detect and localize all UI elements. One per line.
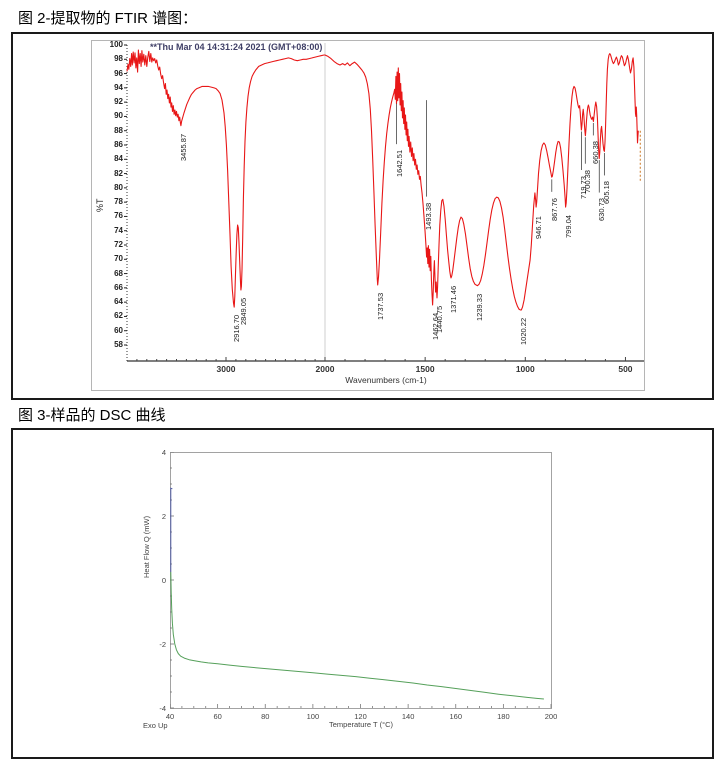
ftir-y-tick-label: 84 xyxy=(114,154,123,164)
ftir-y-tick-label: 64 xyxy=(114,297,123,307)
dsc-plot-area xyxy=(170,452,552,709)
ftir-y-tick-label: 72 xyxy=(114,240,123,249)
ftir-y-tick-label: 62 xyxy=(114,311,123,321)
dsc-y-axis-title: Heat Flow Q (mW) xyxy=(142,515,151,578)
ftir-y-tick-label: 86 xyxy=(114,140,123,149)
figure2-caption: 图 2-提取物的 FTIR 谱图： xyxy=(18,10,198,27)
ftir-peak-label: 1493.38 xyxy=(424,202,434,230)
dsc-x-tick-label: 160 xyxy=(449,712,462,721)
ftir-peak-label: 700.38 xyxy=(583,169,593,193)
ftir-timestamp-annotation: **Thu Mar 04 14:31:24 2021 (GMT+08:00) xyxy=(150,42,323,52)
ftir-y-tick-label: 94 xyxy=(114,82,123,92)
dsc-x-tick-label: 40 xyxy=(165,712,175,721)
ftir-y-tick-label: 68 xyxy=(114,268,123,278)
ftir-x-tick-label: 500 xyxy=(618,364,633,374)
ftir-y-tick-label: 60 xyxy=(114,325,123,335)
ftir-y-tick-label: 76 xyxy=(114,211,123,221)
dsc-y-tick-label: 0 xyxy=(161,575,166,585)
ftir-peak-label: 2849.05 xyxy=(238,297,248,326)
ftir-peak-label: 1371.46 xyxy=(448,285,458,313)
dsc-y-tick-label: 4 xyxy=(161,447,166,457)
dsc-x-tick-label: 80 xyxy=(261,712,270,721)
ftir-panel-border xyxy=(91,40,645,391)
dsc-chart: Heat Flow Q (mW) Temperature T (°C) Exo … xyxy=(0,420,724,759)
ftir-peak-label: 946.71 xyxy=(533,215,543,239)
figure2-frame xyxy=(11,32,714,400)
ftir-peak-label: 1440.75 xyxy=(435,305,445,333)
dsc-x-tick-label: 100 xyxy=(306,712,320,721)
ftir-spectrum-line xyxy=(126,49,639,311)
dsc-x-tick-label: 200 xyxy=(544,712,558,721)
ftir-x-tick-label: 1000 xyxy=(515,364,535,374)
ftir-peak-label: 1737.53 xyxy=(375,292,385,321)
dsc-x-tick-label: 120 xyxy=(354,712,367,721)
ftir-peak-label: 1642.51 xyxy=(394,150,404,178)
dsc-x-axis-title: Temperature T (°C) xyxy=(329,720,393,729)
figure3-caption: 图 3-样品的 DSC 曲线 xyxy=(18,407,166,424)
ftir-peak-label: 3455.87 xyxy=(178,133,188,161)
dsc-start-spike xyxy=(170,487,173,572)
dsc-curve-line xyxy=(170,571,544,700)
ftir-y-tick-label: 90 xyxy=(114,111,123,121)
ftir-y-tick-label: 66 xyxy=(114,282,123,292)
ftir-y-tick-label: 82 xyxy=(114,168,123,178)
ftir-y-tick-label: 58 xyxy=(114,340,123,349)
ftir-peak-label: 1020.22 xyxy=(519,317,529,346)
ftir-y-tick-label: 74 xyxy=(114,225,123,235)
dsc-x-tick-label: 180 xyxy=(497,712,510,721)
dsc-y-tick-label: -4 xyxy=(159,703,166,713)
ftir-chart: **Thu Mar 04 14:31:24 2021 (GMT+08:00) %… xyxy=(91,40,645,391)
ftir-plot-area xyxy=(91,40,645,391)
ftir-y-tick-label: 88 xyxy=(114,125,123,135)
ftir-y-tick-label: 70 xyxy=(114,254,123,264)
dsc-exo-up-label: Exo Up xyxy=(143,721,168,730)
ftir-peak-label: 1239.33 xyxy=(475,293,485,321)
ftir-x-tick-label: 1500 xyxy=(415,364,435,374)
ftir-y-tick-label: 96 xyxy=(114,68,123,78)
dsc-y-tick-label: -2 xyxy=(159,639,166,649)
ftir-x-tick-label: 3000 xyxy=(216,364,236,374)
ftir-y-tick-label: 78 xyxy=(114,197,123,207)
ftir-x-tick-label: 2000 xyxy=(315,364,335,374)
ftir-y-tick-label: 100 xyxy=(109,40,123,49)
ftir-peak-label: 799.04 xyxy=(563,214,573,238)
figure3-frame xyxy=(11,428,714,759)
ftir-y-tick-label: 92 xyxy=(114,97,123,107)
dsc-x-tick-label: 140 xyxy=(401,712,415,721)
dsc-y-tick-label: 2 xyxy=(161,511,166,521)
ftir-peak-label: 867.76 xyxy=(549,197,559,221)
dsc-plot-border xyxy=(170,452,552,709)
ftir-x-axis-title: Wavenumbers (cm-1) xyxy=(345,375,427,385)
ftir-y-tick-label: 80 xyxy=(114,182,123,192)
dsc-x-tick-label: 60 xyxy=(213,712,222,721)
ftir-y-tick-label: 98 xyxy=(114,54,123,64)
ftir-peak-label: 605.18 xyxy=(602,181,612,205)
ftir-peak-label: 660.38 xyxy=(591,141,601,165)
